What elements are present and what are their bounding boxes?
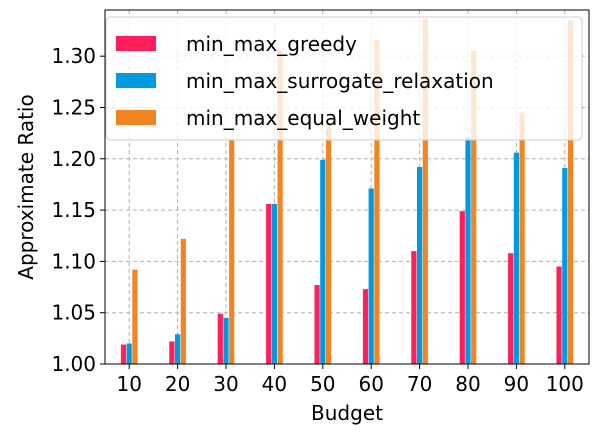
legend-swatch (116, 36, 156, 51)
x-tick-label: 10 (116, 372, 141, 396)
bar-1 (217, 313, 223, 364)
legend-label: min_max_equal_weight (186, 106, 420, 130)
bar-1 (169, 341, 175, 364)
bar-3 (180, 238, 186, 364)
bar-2 (223, 317, 229, 364)
x-tick-label: 60 (358, 372, 383, 396)
bar-1 (556, 266, 562, 364)
bar-3 (422, 19, 428, 365)
x-tick-label: 70 (407, 372, 432, 396)
x-tick-label: 30 (213, 372, 238, 396)
bar-3 (132, 269, 138, 364)
bar-3 (471, 51, 477, 364)
legend-box (105, 16, 583, 141)
bar-1 (459, 211, 465, 364)
legend-label: min_max_surrogate_relaxation (186, 69, 494, 93)
bar-2 (126, 343, 132, 364)
bar-2 (368, 188, 374, 364)
bar-2 (417, 166, 423, 364)
bar-3 (567, 20, 574, 365)
y-tick-label: 1.30 (51, 44, 96, 68)
bar-3 (374, 39, 380, 364)
x-tick-label: 90 (504, 372, 529, 396)
legend: min_max_greedy min_max_surrogate_relaxati… (105, 16, 583, 141)
legend-label: min_max_greedy (186, 32, 357, 56)
x-tick-label: 80 (455, 372, 480, 396)
y-axis-label: Approximate Ratio (14, 94, 38, 279)
axis-ticks: 10 20 30 40 50 60 70 80 90 100 1.00 1.05 1.10 1.15 1.2… (51, 44, 583, 396)
bar-3 (325, 121, 332, 364)
bar-2 (513, 152, 519, 364)
y-tick-label: 1.20 (51, 147, 96, 171)
plot-area-frame (104, 9, 590, 365)
x-tick-label: 50 (310, 372, 335, 396)
bar-1 (508, 253, 514, 364)
y-tick-label: 1.05 (51, 301, 96, 325)
bar-3 (277, 51, 283, 364)
x-axis-label: Budget (311, 401, 383, 425)
bar-1 (314, 284, 320, 364)
x-tick-label: 100 (546, 372, 584, 396)
bar-2 (271, 203, 277, 364)
y-tick-label: 1.15 (51, 198, 96, 222)
bar-3 (229, 140, 235, 364)
bar-2 (320, 159, 326, 364)
bar-1 (120, 344, 127, 364)
y-tick-label: 1.00 (51, 352, 96, 376)
x-tick-label: 20 (165, 372, 190, 396)
legend-swatch (116, 110, 156, 125)
x-tick-label: 40 (262, 372, 287, 396)
bar-1 (362, 289, 369, 364)
bar-1 (266, 203, 272, 364)
bar-1 (411, 251, 417, 364)
bar-3 (519, 112, 525, 364)
bar-2 (465, 137, 471, 364)
legend-swatch (116, 73, 156, 88)
y-tick-label: 1.25 (51, 95, 96, 119)
y-tick-label: 1.10 (51, 249, 96, 273)
bars (120, 19, 574, 365)
bar-2 (175, 334, 181, 364)
bar-2 (562, 168, 568, 364)
